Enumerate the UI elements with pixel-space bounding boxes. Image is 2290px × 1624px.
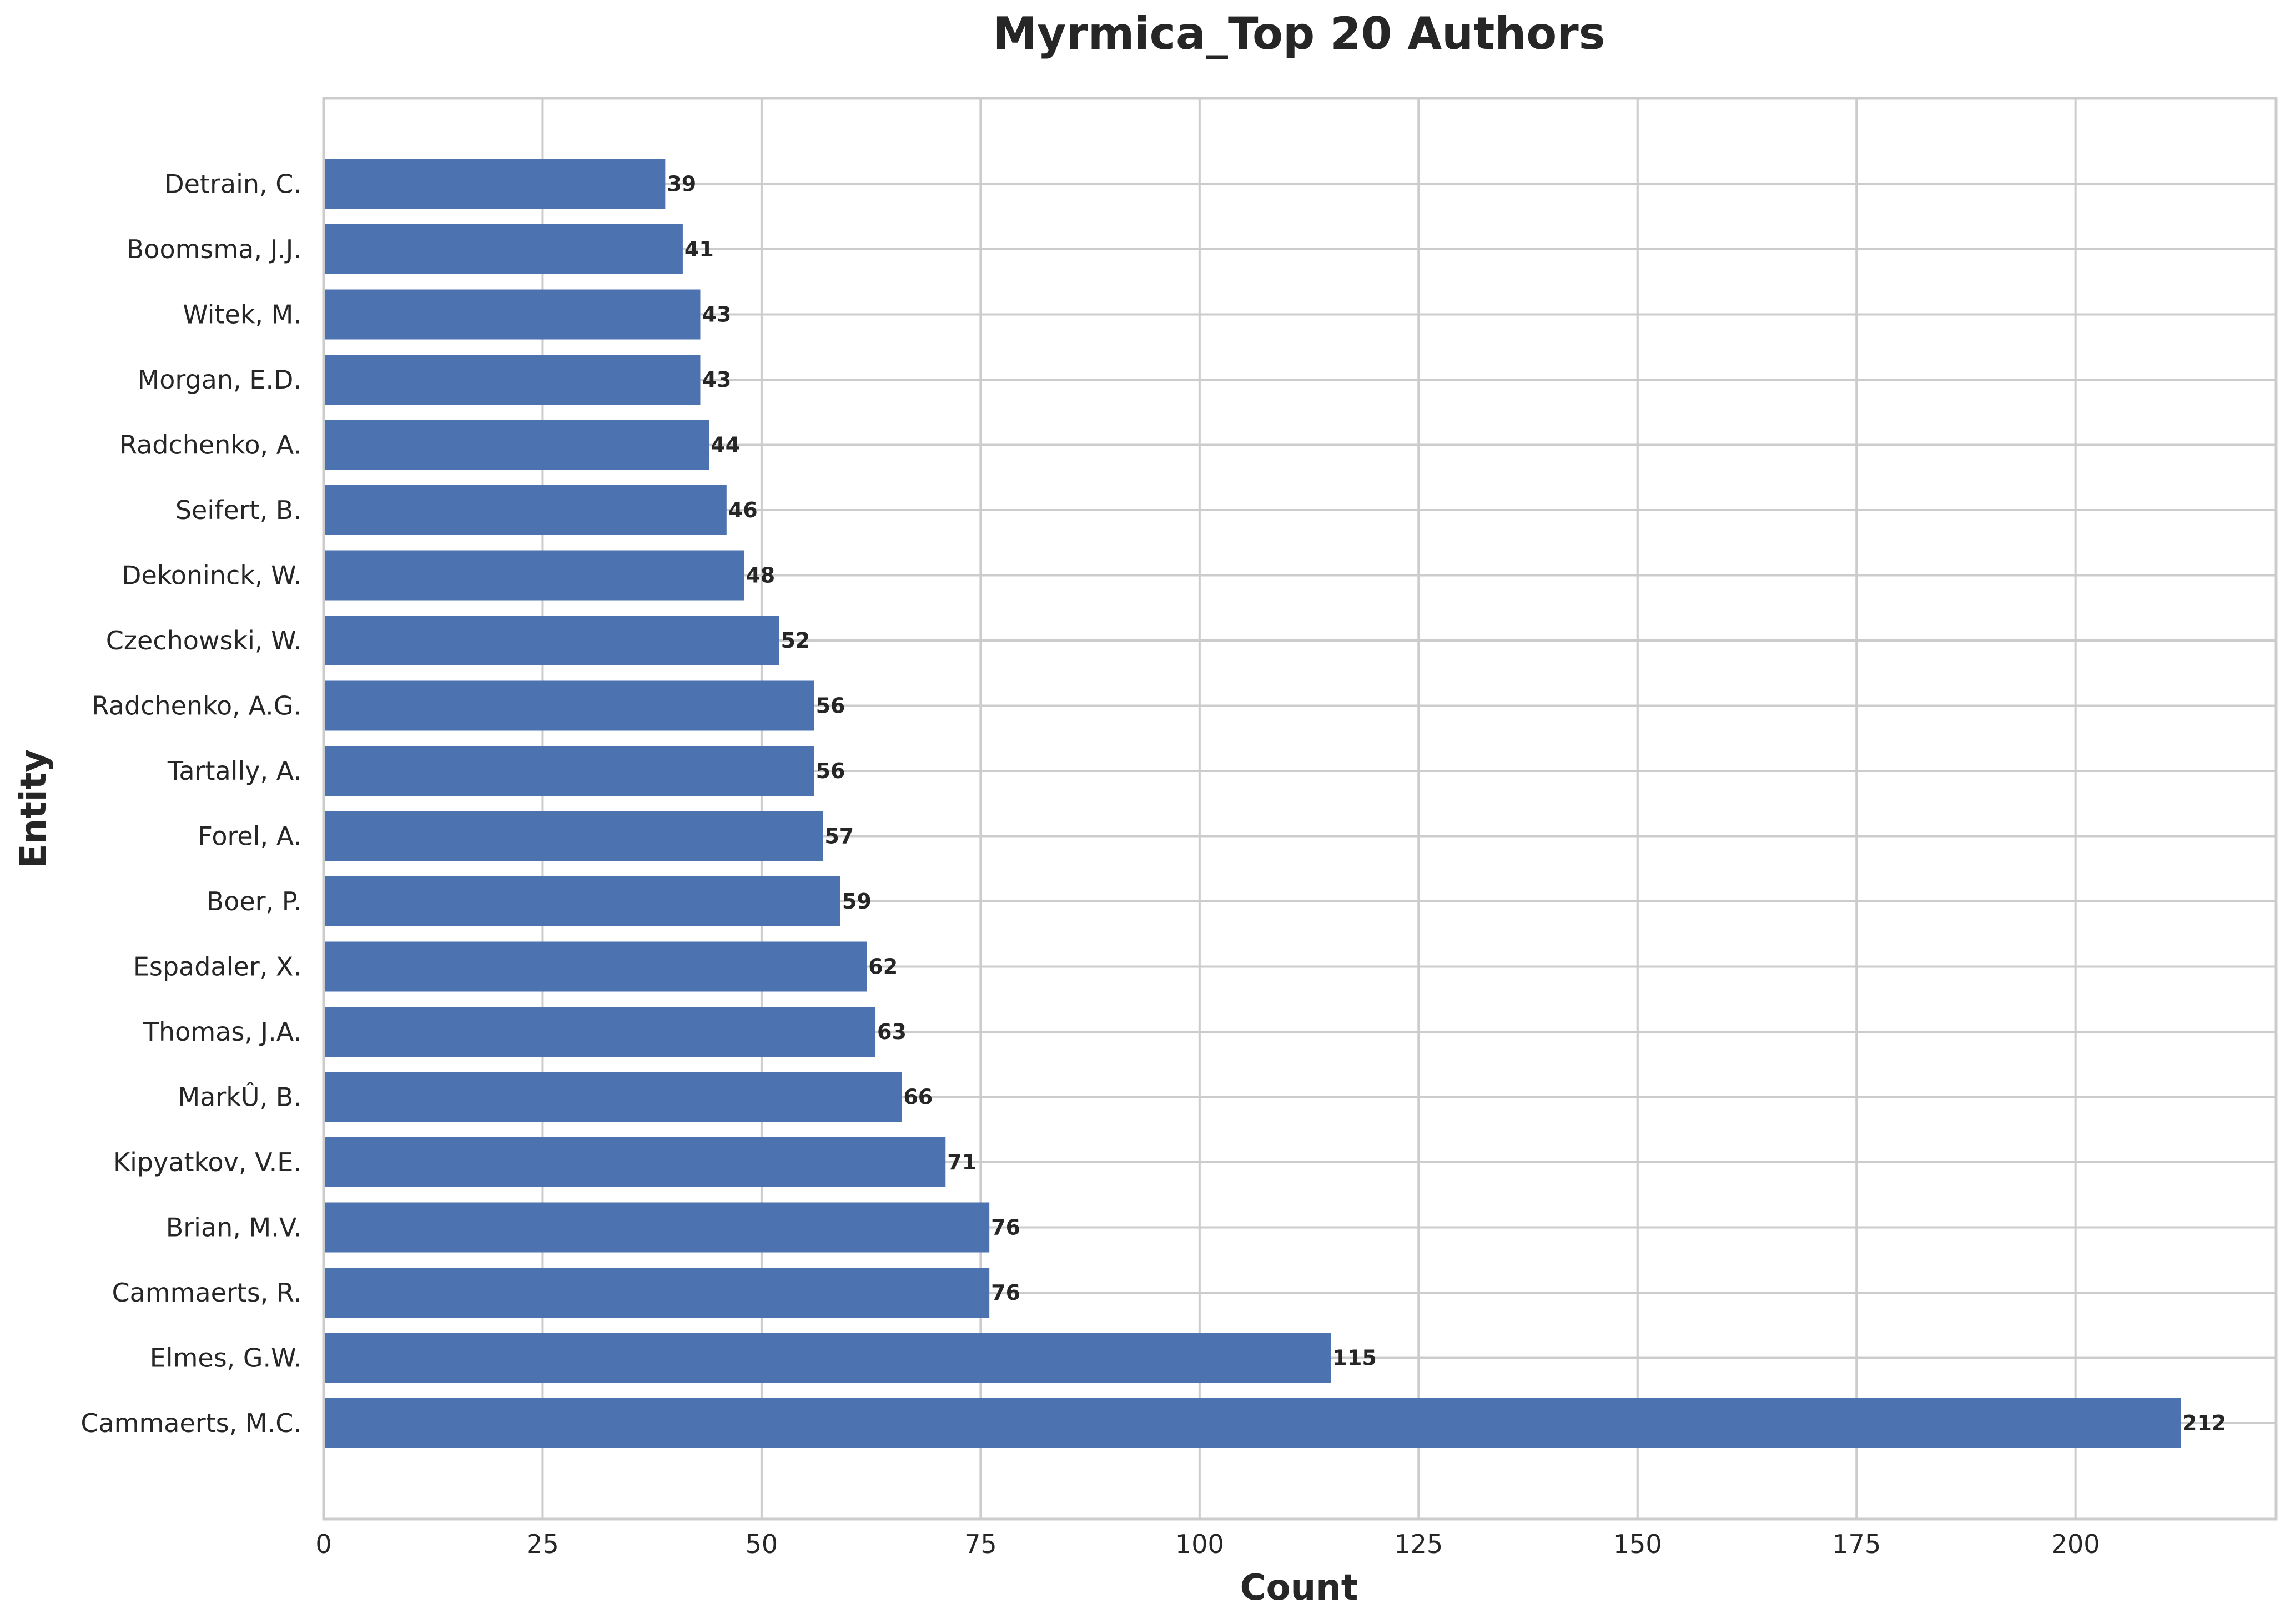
- data-label: 57: [824, 824, 854, 849]
- y-tick-label: Dekoninck, W.: [122, 561, 301, 591]
- data-label: 43: [702, 367, 731, 392]
- y-tick-label: Detrain, C.: [164, 169, 301, 199]
- x-tick-label: 50: [746, 1529, 778, 1559]
- data-label: 39: [667, 172, 696, 196]
- bar: [324, 159, 666, 209]
- bar: [324, 1268, 990, 1318]
- x-tick-label: 150: [1613, 1529, 1662, 1559]
- bar: [324, 289, 701, 340]
- y-tick-label: Boomsma, J.J.: [127, 234, 301, 264]
- x-tick-label: 75: [964, 1529, 997, 1559]
- bar: [324, 1007, 876, 1057]
- bar: [324, 355, 701, 405]
- y-tick-label: Kipyatkov, V.E.: [113, 1147, 301, 1177]
- y-tick-label: Cammaerts, R.: [112, 1278, 301, 1308]
- y-tick-label: Espadaler, X.: [133, 952, 301, 982]
- bar: [324, 811, 823, 861]
- y-axis-label: Entity: [13, 749, 54, 868]
- bar: [324, 746, 814, 796]
- y-tick-label: Czechowski, W.: [106, 626, 301, 655]
- bars: 212 115 76 76 71 66 63 62 59 57 56 56 52 48 46 44 43 43 41…: [324, 159, 2226, 1448]
- y-tick-label: Boer, P.: [207, 886, 301, 916]
- data-label: 76: [991, 1216, 1020, 1240]
- y-tick-labels: Cammaerts, M.C. Elmes, G.W. Cammaerts, R. B…: [80, 169, 301, 1439]
- plot-frame: [322, 97, 2278, 1521]
- y-tick-label: Radchenko, A.: [119, 430, 301, 460]
- data-label: 52: [781, 628, 810, 653]
- x-tick-labels: 0 25 50 75 100 125 150 175 200: [315, 1529, 2100, 1559]
- data-label: 115: [1333, 1346, 1377, 1370]
- y-tick-label: Morgan, E.D.: [138, 365, 301, 395]
- bar: [324, 1398, 2181, 1448]
- y-tick-label: Radchenko, A.G.: [92, 691, 301, 721]
- data-label: 212: [2182, 1411, 2226, 1435]
- x-tick-label: 200: [2051, 1529, 2100, 1559]
- bar: [324, 1333, 1331, 1383]
- x-tick-label: 175: [1832, 1529, 1881, 1559]
- x-tick-label: 0: [315, 1529, 331, 1559]
- y-tick-label: Elmes, G.W.: [150, 1343, 301, 1373]
- y-tick-label: MarkÛ, B.: [178, 1082, 301, 1112]
- x-tick-label: 125: [1394, 1529, 1443, 1559]
- data-label: 59: [842, 889, 872, 914]
- bar: [324, 876, 840, 926]
- data-label: 56: [816, 694, 845, 718]
- y-tick-label: Forel, A.: [198, 821, 301, 851]
- bar: [324, 1137, 946, 1187]
- bar: [324, 941, 867, 992]
- bar: [324, 1202, 990, 1253]
- data-label: 71: [947, 1150, 977, 1174]
- y-tick-label: Thomas, J.A.: [143, 1017, 301, 1047]
- data-label: 63: [877, 1020, 907, 1044]
- y-tick-label: Brian, M.V.: [166, 1213, 301, 1243]
- x-tick-label: 25: [526, 1529, 559, 1559]
- bar: [324, 616, 779, 665]
- bar: [324, 224, 683, 274]
- bar: [324, 550, 744, 601]
- data-label: 56: [816, 759, 845, 783]
- data-label: 44: [711, 433, 740, 457]
- data-label: 43: [702, 302, 731, 327]
- data-label: 46: [728, 498, 758, 522]
- data-label: 76: [991, 1280, 1020, 1305]
- data-label: 62: [868, 955, 898, 979]
- data-label: 48: [746, 563, 775, 588]
- chart-title: Myrmica_Top 20 Authors: [993, 8, 1605, 59]
- data-label: 41: [685, 237, 714, 261]
- bar: [324, 1072, 902, 1122]
- data-label: 66: [903, 1085, 933, 1109]
- y-tick-label: Seifert, B.: [175, 495, 301, 525]
- bar: [324, 485, 727, 535]
- bar: [324, 680, 814, 731]
- x-axis-label: Count: [1240, 1567, 1358, 1608]
- x-tick-label: 100: [1175, 1529, 1224, 1559]
- y-tick-label: Witek, M.: [183, 300, 301, 330]
- bar: [324, 420, 709, 470]
- y-tick-label: Cammaerts, M.C.: [80, 1408, 301, 1438]
- y-tick-label: Tartally, A.: [167, 756, 301, 786]
